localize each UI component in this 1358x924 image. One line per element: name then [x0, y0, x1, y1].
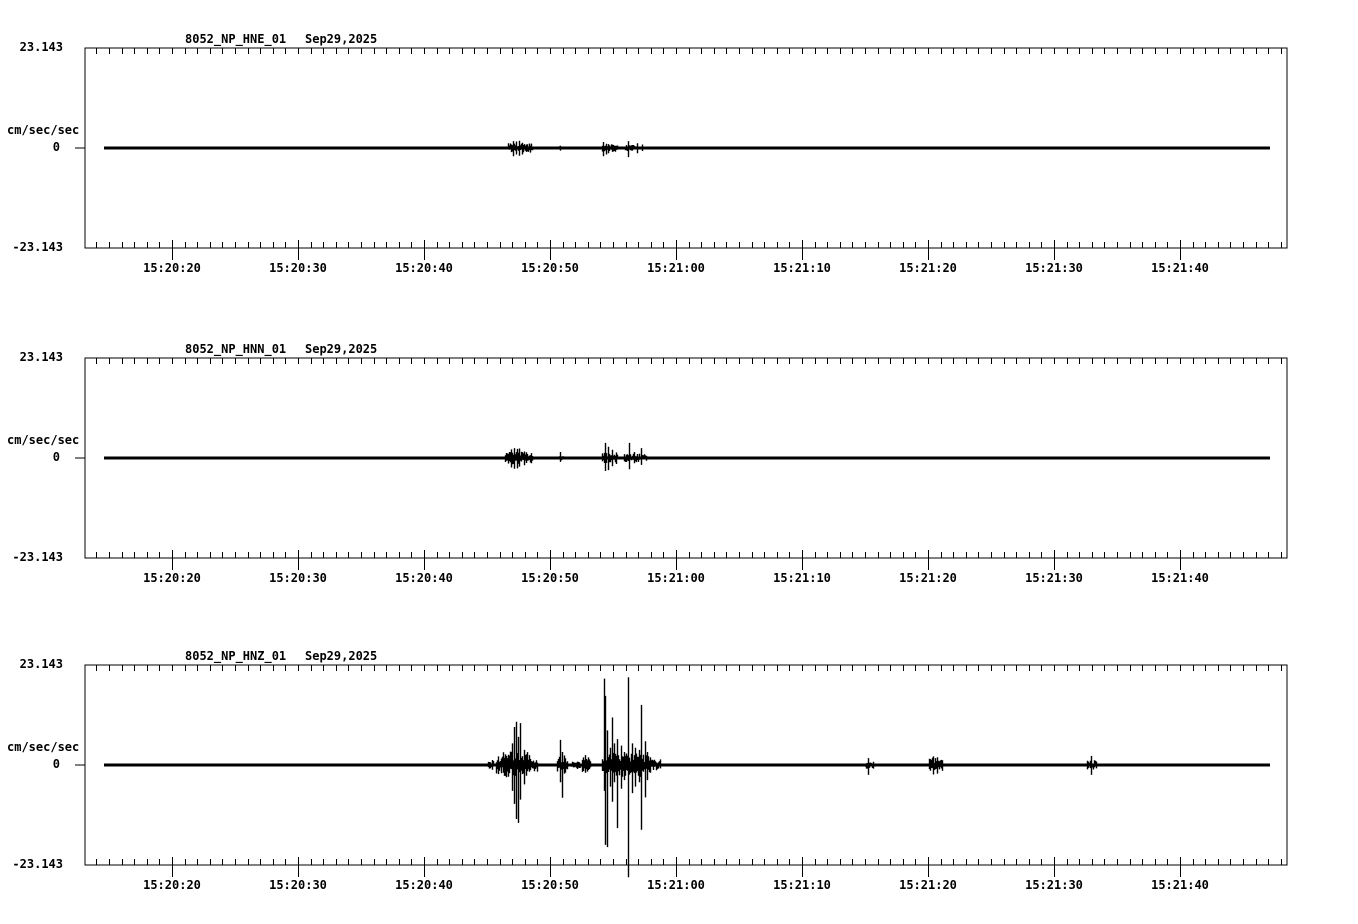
x-axis-time-label: 15:21:20	[899, 878, 957, 892]
trace-title: 8052_NP_HNZ_01	[185, 649, 287, 663]
plot-stroke	[75, 664, 1288, 877]
x-axis-time-label: 15:20:50	[521, 571, 579, 585]
x-axis-time-label: 15:21:10	[773, 261, 831, 275]
x-axis-time-label: 15:20:50	[521, 878, 579, 892]
x-axis-time-label: 15:21:00	[647, 261, 705, 275]
plot-stroke	[75, 47, 1288, 260]
y-axis-units-label: cm/sec/sec	[7, 123, 80, 137]
y-axis-units-label: cm/sec/sec	[7, 740, 80, 754]
y-axis-zero-label: 0	[52, 757, 60, 771]
x-axis-time-label: 15:21:30	[1025, 261, 1083, 275]
x-axis-time-label: 15:21:00	[647, 571, 705, 585]
y-axis-max-label: 23.143	[19, 350, 63, 364]
y-axis-zero-label: 0	[52, 140, 60, 154]
x-axis-time-label: 15:21:30	[1025, 571, 1083, 585]
x-axis-time-label: 15:21:10	[773, 571, 831, 585]
x-axis-time-label: 15:21:10	[773, 878, 831, 892]
y-axis-min-label: -23.143	[12, 550, 63, 564]
x-axis-time-label: 15:20:20	[143, 571, 201, 585]
x-axis-time-label: 15:21:00	[647, 878, 705, 892]
x-axis-time-label: 15:21:40	[1151, 878, 1209, 892]
plot-stroke	[507, 140, 644, 158]
trace-title: 8052_NP_HNN_01	[185, 342, 287, 356]
y-axis-units-label: cm/sec/sec	[7, 433, 80, 447]
x-axis-time-label: 15:20:40	[395, 571, 453, 585]
x-axis-time-label: 15:20:40	[395, 261, 453, 275]
x-axis-time-label: 15:20:30	[269, 878, 327, 892]
y-axis-zero-label: 0	[52, 450, 60, 464]
x-axis-time-label: 15:21:40	[1151, 261, 1209, 275]
y-axis-max-label: 23.143	[19, 657, 63, 671]
x-axis-time-label: 15:21:30	[1025, 878, 1083, 892]
trace-date: Sep29,2025	[305, 342, 378, 356]
trace-title: 8052_NP_HNE_01	[185, 32, 287, 46]
x-axis-time-label: 15:21:20	[899, 261, 957, 275]
x-axis-time-label: 15:20:20	[143, 261, 201, 275]
y-axis-min-label: -23.143	[12, 240, 63, 254]
x-axis-time-label: 15:20:30	[269, 261, 327, 275]
plot-stroke	[75, 357, 1288, 570]
x-axis-time-label: 15:21:20	[899, 571, 957, 585]
x-axis-time-label: 15:20:50	[521, 261, 579, 275]
x-axis-time-label: 15:20:20	[143, 878, 201, 892]
trace-date: Sep29,2025	[305, 649, 378, 663]
plot-stroke	[487, 677, 1098, 878]
trace-date: Sep29,2025	[305, 32, 378, 46]
x-axis-time-label: 15:20:40	[395, 878, 453, 892]
x-axis-time-label: 15:20:30	[269, 571, 327, 585]
y-axis-max-label: 23.143	[19, 40, 63, 54]
y-axis-min-label: -23.143	[12, 857, 63, 871]
plot-stroke	[496, 442, 648, 471]
x-axis-time-label: 15:21:40	[1151, 571, 1209, 585]
